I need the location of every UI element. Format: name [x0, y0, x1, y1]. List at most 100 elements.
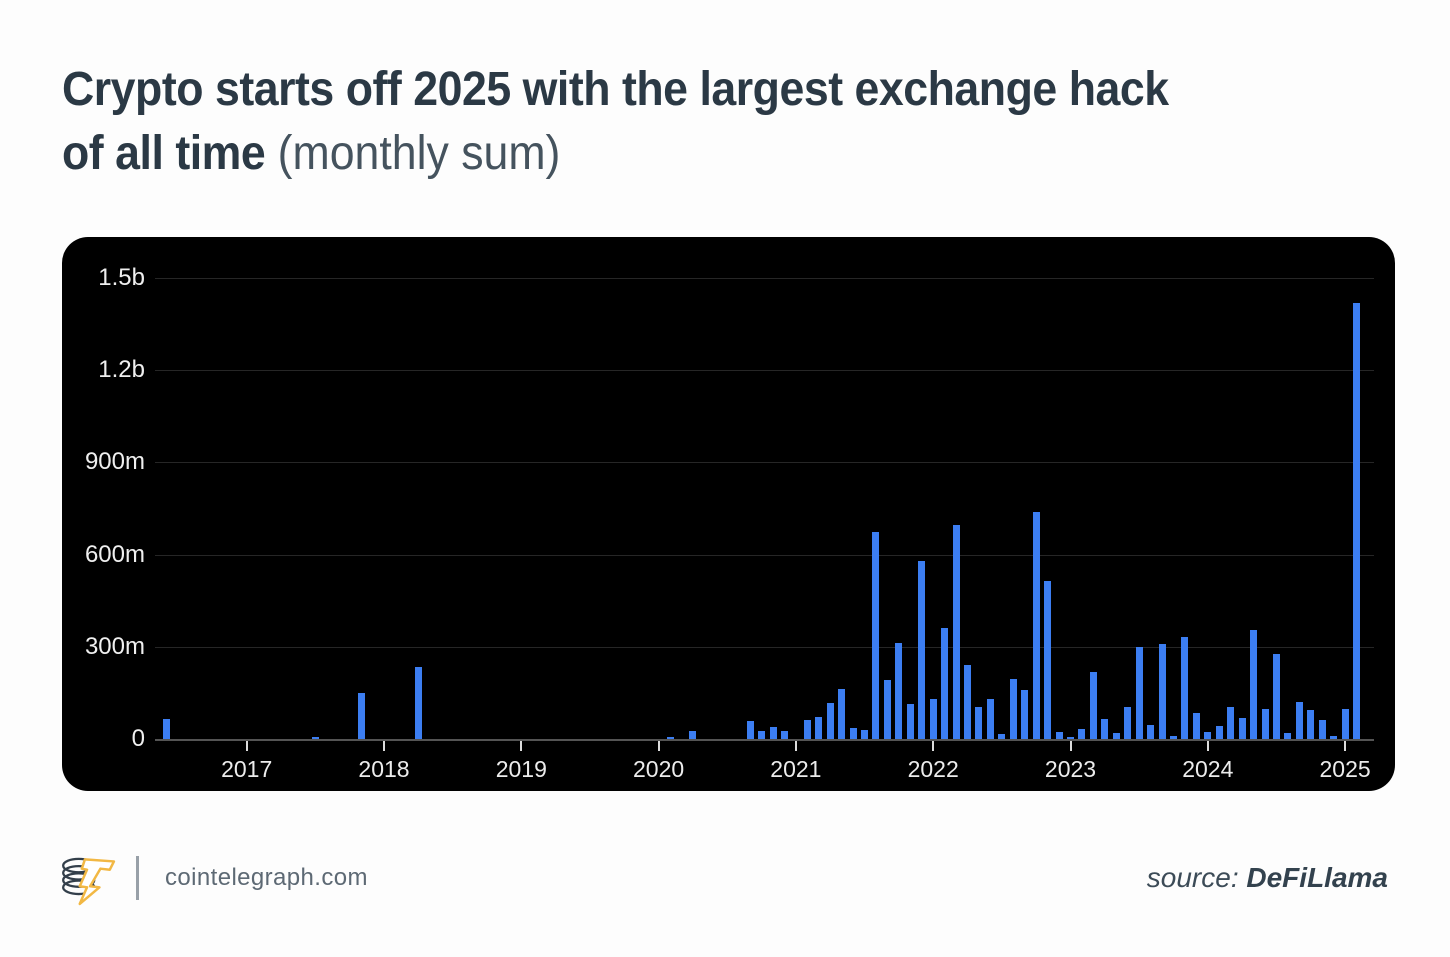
cointelegraph-logo-icon — [62, 857, 116, 906]
x-axis-tick — [520, 741, 523, 751]
bar-2021-06 — [849, 727, 857, 739]
bar-2021-07 — [861, 730, 869, 739]
bar-2023-11 — [1181, 637, 1189, 739]
bar-2016-06 — [163, 719, 171, 739]
bar-2025-02 — [1353, 302, 1361, 739]
bar-2023-12 — [1192, 712, 1200, 739]
source-label: source: — [1146, 862, 1247, 893]
bar-2017-11 — [357, 692, 365, 739]
bar-2024-09 — [1295, 702, 1303, 739]
x-axis-year-label: 2023 — [1044, 756, 1097, 782]
x-axis-year-label: 2020 — [633, 756, 685, 782]
x-axis-line — [155, 739, 1374, 741]
gridline-900m — [155, 462, 1374, 464]
chart-title-line2-bold: of all time — [62, 127, 266, 180]
bar-2022-01 — [929, 698, 937, 739]
footer-brand: cointelegraph.com — [58, 848, 368, 908]
x-axis-tick — [1206, 741, 1209, 751]
bar-2022-12 — [1055, 731, 1063, 739]
bar-2024-06 — [1261, 709, 1269, 739]
y-axis-label: 0 — [131, 725, 145, 752]
gridline-600m — [155, 554, 1374, 556]
chart-title-line1: Crypto starts off 2025 with the largest … — [62, 63, 1169, 116]
bar-2022-09 — [1021, 690, 1029, 739]
gridline-300m — [155, 646, 1374, 648]
x-axis-year-label: 2021 — [770, 756, 822, 782]
y-axis-label: 300m — [84, 632, 145, 660]
source-credit: source: DeFiLlama — [1147, 862, 1388, 894]
bar-2022-08 — [1009, 678, 1017, 739]
bar-2024-10 — [1307, 710, 1315, 739]
y-axis-label: 600m — [84, 540, 145, 568]
bar-2021-08 — [872, 531, 880, 739]
bar-2024-02 — [1215, 726, 1223, 739]
bar-2021-05 — [838, 688, 846, 739]
bar-2020-10 — [758, 731, 766, 739]
x-axis-tick — [1069, 741, 1072, 751]
bar-2024-01 — [1204, 732, 1212, 739]
bar-2025-01 — [1341, 709, 1349, 739]
bar-2023-05 — [1112, 732, 1120, 739]
gridline-1.5b — [155, 278, 1374, 279]
bar-2022-03 — [952, 525, 960, 739]
x-axis-tick — [932, 741, 935, 751]
x-axis-year-label: 2022 — [907, 756, 959, 782]
x-axis-tick — [1344, 741, 1347, 751]
chart-title: Crypto starts off 2025 with the largest … — [62, 58, 1364, 186]
bar-2022-07 — [998, 734, 1006, 739]
gridline-1.2b — [155, 370, 1374, 372]
bar-2021-09 — [883, 679, 891, 739]
bar-2023-04 — [1101, 719, 1109, 739]
bar-2017-07 — [311, 736, 319, 739]
y-axis-label: 1.5b — [98, 264, 145, 291]
bar-2024-08 — [1284, 733, 1292, 739]
bar-2021-02 — [803, 719, 811, 739]
chart-title-subtitle: (monthly sum) — [265, 127, 561, 180]
bar-2022-04 — [964, 664, 972, 739]
bar-2020-02 — [666, 737, 674, 739]
chart-title-line2: of all time (monthly sum) — [62, 122, 1364, 186]
bar-2018-04 — [414, 666, 422, 739]
bar-2022-05 — [975, 707, 983, 739]
bar-2024-05 — [1250, 630, 1258, 739]
x-axis-tick — [794, 741, 797, 751]
bar-2020-12 — [780, 730, 788, 739]
bar-2023-02 — [1078, 729, 1086, 739]
bar-2023-06 — [1124, 706, 1132, 739]
x-axis-year-label: 2019 — [495, 756, 547, 782]
bar-2023-03 — [1089, 672, 1097, 739]
bar-2020-11 — [769, 726, 777, 739]
x-axis-year-label: 2017 — [221, 756, 273, 782]
x-axis-tick — [245, 741, 248, 751]
bar-2020-09 — [746, 721, 754, 739]
bar-2023-09 — [1158, 643, 1166, 739]
x-axis-tick — [383, 741, 385, 751]
bar-2022-02 — [941, 628, 949, 739]
bar-2021-12 — [918, 561, 926, 739]
bar-2022-06 — [986, 698, 994, 739]
bar-2020-04 — [689, 730, 697, 739]
x-axis-year-label: 2025 — [1319, 756, 1371, 782]
bar-2022-10 — [1032, 512, 1040, 739]
bar-2024-04 — [1238, 718, 1246, 739]
x-axis-tick — [657, 741, 660, 751]
bar-2021-04 — [826, 703, 834, 739]
y-axis-label: 900m — [84, 448, 145, 476]
bar-2021-10 — [895, 643, 903, 739]
bar-2024-07 — [1272, 654, 1280, 739]
y-axis-label: 1.2b — [98, 356, 145, 384]
bar-2023-08 — [1147, 725, 1155, 739]
bar-2021-03 — [815, 716, 823, 739]
x-axis-year-label: 2024 — [1182, 756, 1234, 782]
bar-2024-12 — [1330, 735, 1338, 739]
lightning-bolt-icon — [78, 858, 116, 906]
bar-2023-10 — [1169, 735, 1177, 739]
bar-2024-11 — [1318, 719, 1326, 739]
brand-url: cointelegraph.com — [165, 864, 368, 891]
bar-2022-11 — [1044, 581, 1052, 739]
bar-2023-01 — [1067, 736, 1074, 739]
bar-2021-11 — [906, 703, 914, 739]
x-axis-year-label: 2018 — [358, 756, 410, 782]
footer-divider — [136, 856, 139, 900]
